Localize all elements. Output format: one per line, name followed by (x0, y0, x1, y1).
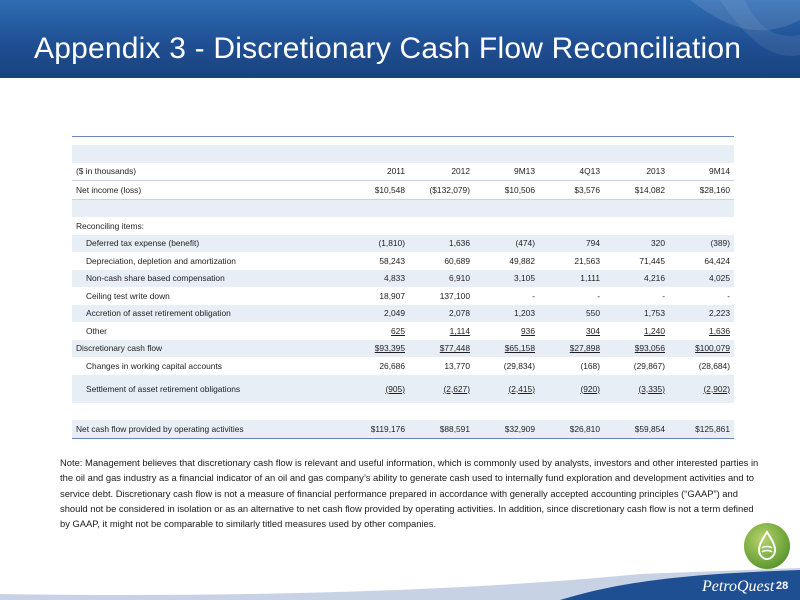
header-bar (0, 0, 800, 78)
spacer-row (72, 199, 734, 217)
table-row: Reconciling items: (76, 220, 144, 231)
table-row: Settlement of asset retirement obligatio… (72, 374, 734, 403)
table-row: Changes in working capital accounts 26,6… (86, 360, 730, 371)
table-row: Accretion of asset retirement obligation… (72, 304, 734, 322)
header-2013: 2013 (604, 162, 669, 181)
header-2011: 2011 (344, 162, 409, 181)
table-header-row: ($ in thousands) 2011 2012 9M13 4Q13 201… (72, 162, 734, 181)
table-row: Non-cash share based compensation 4,833 … (72, 269, 734, 287)
header-4q13: 4Q13 (539, 162, 604, 181)
table-row: Other 625 1,114 936 304 1,240 1,636 (86, 325, 730, 336)
table-row: Net income (loss) $10,548 ($132,079) $10… (72, 180, 734, 200)
table-row: Net cash flow provided by operating acti… (72, 420, 734, 439)
footer-band (0, 568, 800, 600)
table-row: Deferred tax expense (benefit) (1,810) 1… (72, 234, 734, 252)
header-2012: 2012 (409, 162, 474, 181)
spacer-row (72, 403, 734, 421)
flame-drop-icon (744, 523, 790, 569)
header-units: ($ in thousands) (72, 162, 344, 181)
page-title: Appendix 3 - Discretionary Cash Flow Rec… (34, 32, 742, 65)
spacer-row (72, 145, 734, 163)
brand-logo-text: PetroQuest (702, 578, 775, 595)
table-row: Discretionary cash flow $93,395 $77,448 … (72, 339, 734, 357)
table-row: Ceiling test write down 18,907 137,100 -… (86, 290, 730, 301)
page-number: 28 (776, 580, 789, 592)
table-row: Depreciation, depletion and amortization… (86, 255, 730, 266)
reconciliation-table: ($ in thousands) 2011 2012 9M13 4Q13 201… (72, 136, 734, 439)
decorative-swoosh (690, 0, 800, 56)
header-9m14: 9M14 (669, 162, 734, 181)
disclaimer-note: Note: Management believes that discretio… (60, 457, 759, 530)
header-9m13: 9M13 (474, 162, 539, 181)
